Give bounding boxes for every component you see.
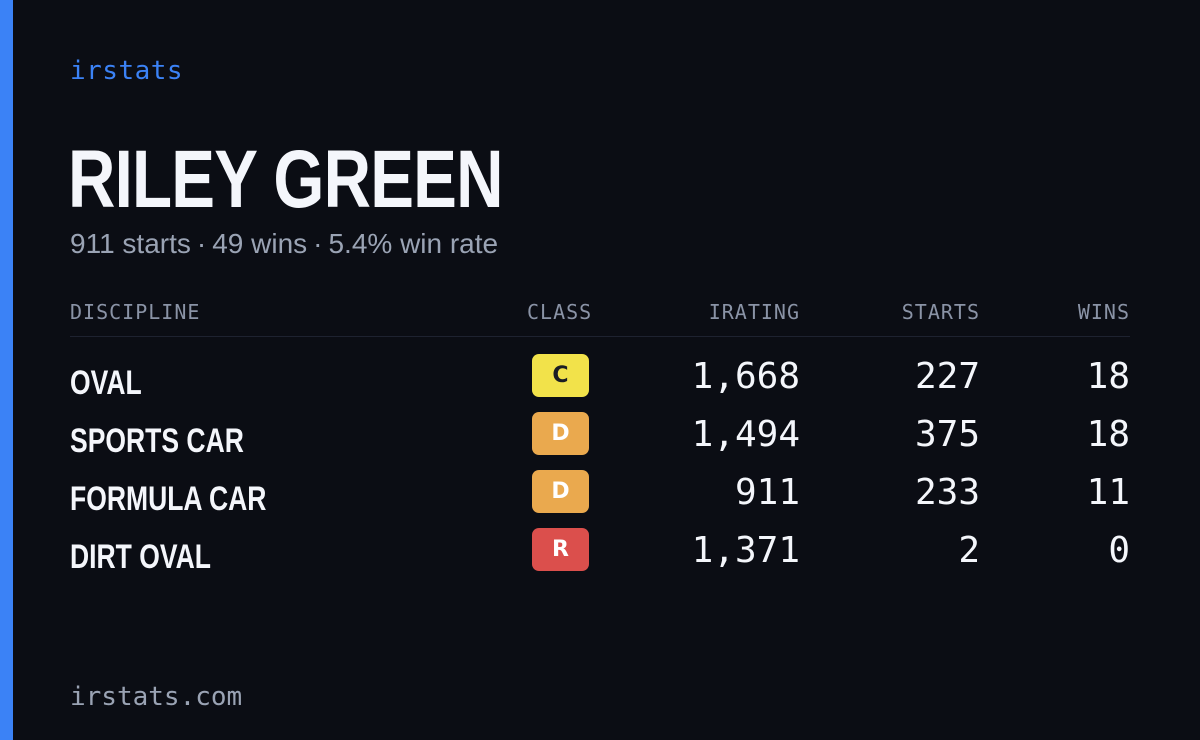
irating-value: 911 [734, 472, 800, 513]
class-badge: C [532, 354, 589, 397]
header-starts: STARTS [901, 300, 980, 324]
table-row: SPORTS CAR D 1,494 375 18 [70, 412, 1130, 462]
wins-value: 18 [1086, 356, 1130, 397]
player-name: RILEY GREEN [68, 134, 504, 225]
starts-value: 233 [914, 472, 980, 513]
starts-value: 375 [914, 414, 980, 455]
table-row: DIRT OVAL R 1,371 2 0 [70, 528, 1130, 578]
discipline-name: DIRT OVAL [70, 538, 211, 576]
table-row: OVAL C 1,668 227 18 [70, 354, 1130, 404]
separator-dot: · [313, 228, 323, 259]
player-summary: 911 starts · 49 wins · 5.4% win rate [70, 228, 498, 260]
starts-value: 2 [958, 530, 980, 571]
starts-summary: 911 starts [70, 228, 191, 259]
wins-value: 18 [1086, 414, 1130, 455]
header-class: CLASS [527, 300, 593, 324]
separator-dot: · [196, 228, 207, 259]
footer-url[interactable]: irstats.com [70, 682, 243, 712]
wins-value: 0 [1108, 530, 1130, 571]
win-rate-summary: 5.4% win rate [328, 228, 499, 259]
header-wins: WINS [1077, 300, 1130, 324]
brand-logo[interactable]: irstats [70, 56, 184, 86]
class-badge: D [532, 412, 589, 455]
wins-summary: 49 wins [212, 228, 308, 259]
accent-bar [0, 0, 13, 740]
header-discipline: DISCIPLINE [70, 300, 201, 324]
starts-value: 227 [914, 356, 980, 397]
irating-value: 1,494 [691, 414, 800, 455]
wins-value: 11 [1086, 472, 1130, 513]
header-irating: IRATING [708, 300, 800, 324]
table-header: DISCIPLINE CLASS IRATING STARTS WINS [70, 300, 1130, 337]
class-badge: D [532, 470, 589, 513]
discipline-name: OVAL [70, 364, 142, 402]
table-row: FORMULA CAR D 911 233 11 [70, 470, 1130, 520]
irating-value: 1,371 [691, 530, 800, 571]
discipline-name: FORMULA CAR [70, 480, 267, 518]
class-badge: R [532, 528, 589, 571]
irating-value: 1,668 [691, 356, 800, 397]
discipline-name: SPORTS CAR [70, 422, 244, 460]
